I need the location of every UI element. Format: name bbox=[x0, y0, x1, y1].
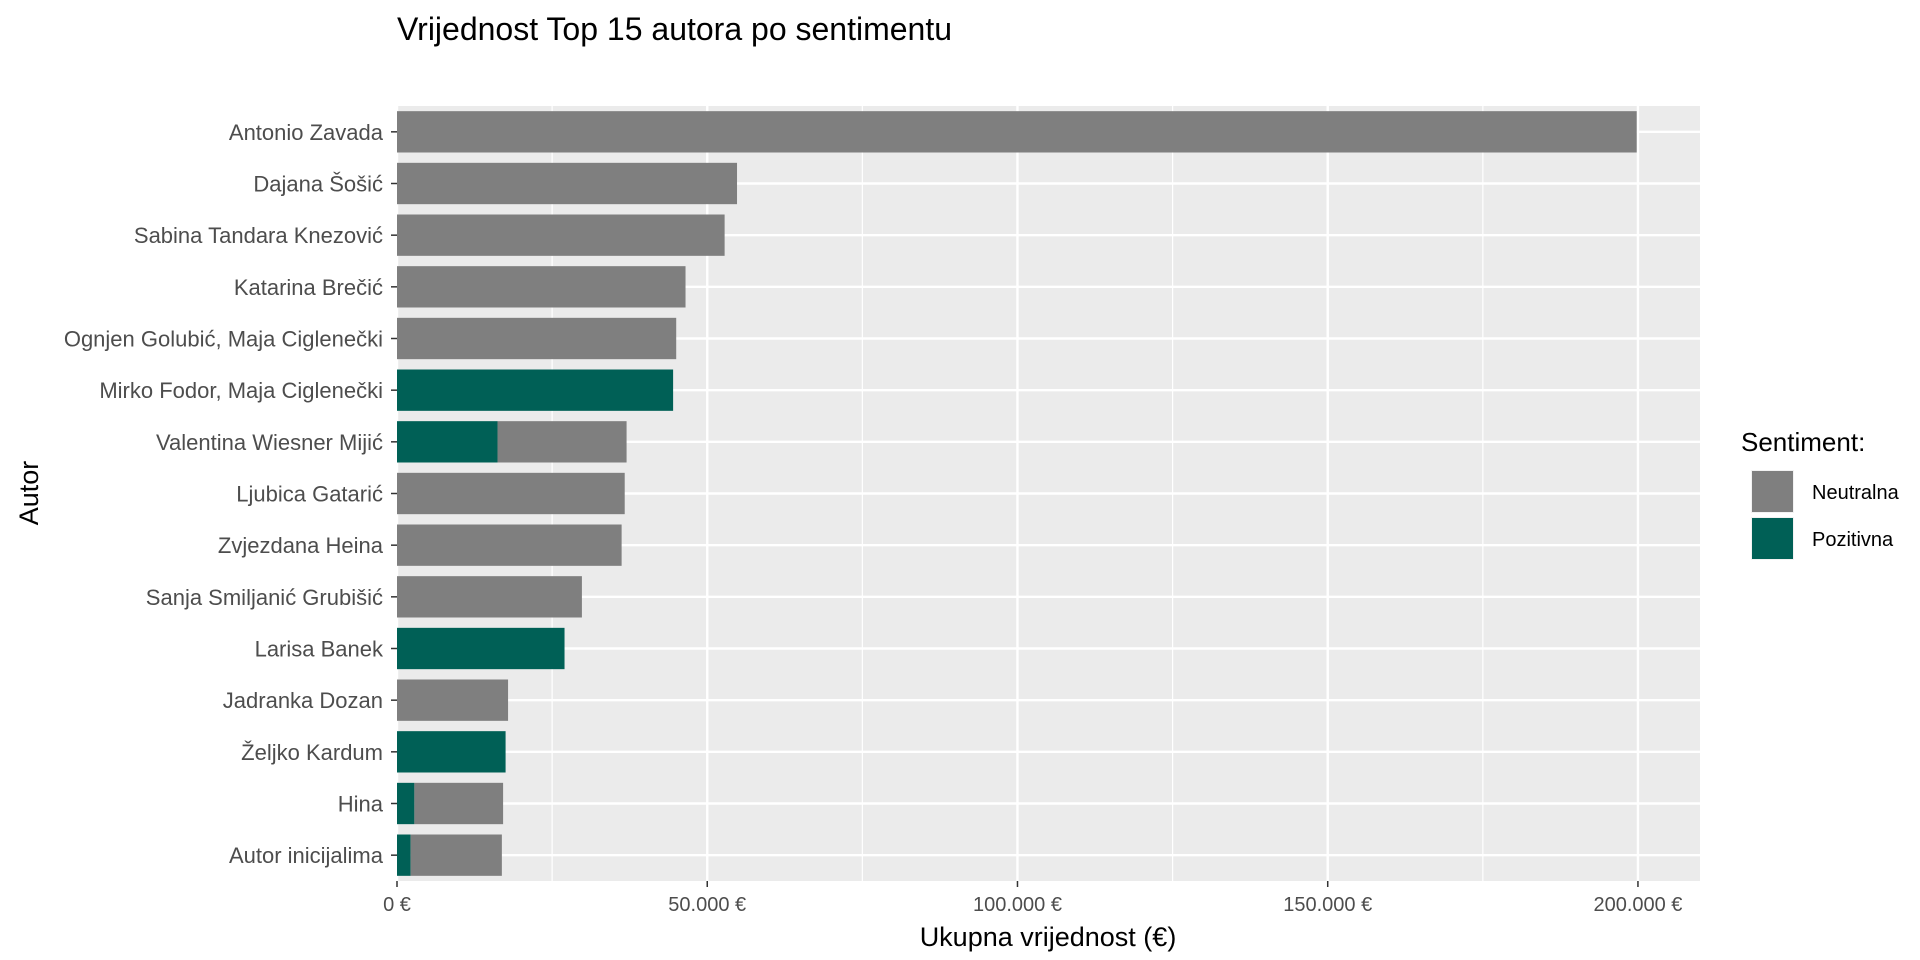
bar-ljubica-gataric-neutralna bbox=[397, 472, 625, 515]
legend-title: Sentiment: bbox=[1741, 427, 1865, 457]
x-tick-label: 100.000 € bbox=[973, 894, 1062, 916]
bar-hina-pozitivna bbox=[397, 782, 415, 825]
y-tick-label: Dajana Šošić bbox=[253, 172, 383, 197]
y-tick-label: Valentina Wiesner Mijić bbox=[156, 430, 383, 455]
bar-dajana-sosic-neutralna bbox=[397, 162, 738, 205]
y-tick-label: Mirko Fodor, Maja Ciglenečki bbox=[99, 378, 383, 403]
bar-larisa-banek-pozitivna bbox=[397, 627, 565, 670]
bar-katarina-brecic-neutralna bbox=[397, 266, 686, 308]
x-tick-label: 0 € bbox=[383, 894, 411, 916]
bar-ognjen-golubic-maja-ciglenecki-neutralna bbox=[397, 317, 677, 360]
y-tick-label: Zvjezdana Heina bbox=[218, 533, 384, 558]
y-tick-label: Antonio Zavada bbox=[229, 120, 384, 145]
y-tick-label: Ljubica Gatarić bbox=[236, 482, 383, 507]
y-tick-label: Katarina Brečić bbox=[234, 275, 383, 300]
y-tick-marks bbox=[391, 131, 397, 856]
x-tick-label: 50.000 € bbox=[668, 894, 746, 916]
bar-autor-inicijalima-pozitivna bbox=[397, 834, 411, 876]
legend: Sentiment: Neutralna Pozitivna bbox=[1741, 427, 1900, 560]
bar-antonio-zavada-neutralna bbox=[397, 111, 1637, 153]
y-tick-label: Autor inicijalima bbox=[229, 843, 384, 868]
bar-hina-neutralna bbox=[414, 782, 504, 825]
x-tick-label: 200.000 € bbox=[1593, 894, 1682, 916]
bar-zvjezdana-heina-neutralna bbox=[397, 524, 622, 566]
chart-title: Vrijednost Top 15 autora po sentimentu bbox=[397, 11, 952, 47]
x-tick-label: 150.000 € bbox=[1283, 894, 1372, 916]
legend-label-pozitivna: Pozitivna bbox=[1812, 529, 1894, 551]
legend-label-neutralna: Neutralna bbox=[1812, 482, 1900, 504]
legend-swatch-pozitivna bbox=[1752, 518, 1793, 559]
bar-valentina-wiesner-mijic-neutralna bbox=[497, 421, 627, 463]
y-tick-label: Sanja Smiljanić Grubišić bbox=[146, 585, 383, 610]
x-tick-labels: 0 € 50.000 € 100.000 € 150.000 € 200.000 € bbox=[383, 894, 1682, 916]
bar-sabina-tandara-knezovic-neutralna bbox=[397, 214, 725, 256]
y-tick-label: Ognjen Golubić, Maja Ciglenečki bbox=[64, 327, 383, 352]
y-axis-title: Autor bbox=[14, 461, 44, 526]
bar-valentina-wiesner-mijic-pozitivna bbox=[397, 421, 498, 463]
bar-sanja-smiljanic-grubisic-neutralna bbox=[397, 576, 582, 618]
y-tick-label: Sabina Tandara Knezović bbox=[134, 223, 383, 248]
x-axis-title: Ukupna vrijednost (€) bbox=[920, 922, 1177, 952]
x-tick-marks bbox=[396, 881, 1639, 887]
y-tick-label: Jadranka Dozan bbox=[223, 688, 383, 713]
bar-mirko-fodor-maja-ciglenecki-pozitivna bbox=[397, 369, 674, 411]
bar-jadranka-dozan-neutralna bbox=[397, 679, 509, 721]
y-tick-label: Željko Kardum bbox=[241, 740, 383, 765]
y-tick-label: Larisa Banek bbox=[255, 637, 384, 662]
y-tick-label: Hina bbox=[338, 792, 384, 817]
bar-zeljko-kardum-pozitivna bbox=[397, 731, 506, 773]
bar-autor-inicijalima-neutralna bbox=[410, 834, 502, 876]
bars bbox=[397, 111, 1637, 876]
legend-swatch-neutralna bbox=[1752, 471, 1793, 512]
y-tick-labels: Antonio Zavada Dajana Šošić Sabina Tandara… bbox=[64, 120, 384, 868]
